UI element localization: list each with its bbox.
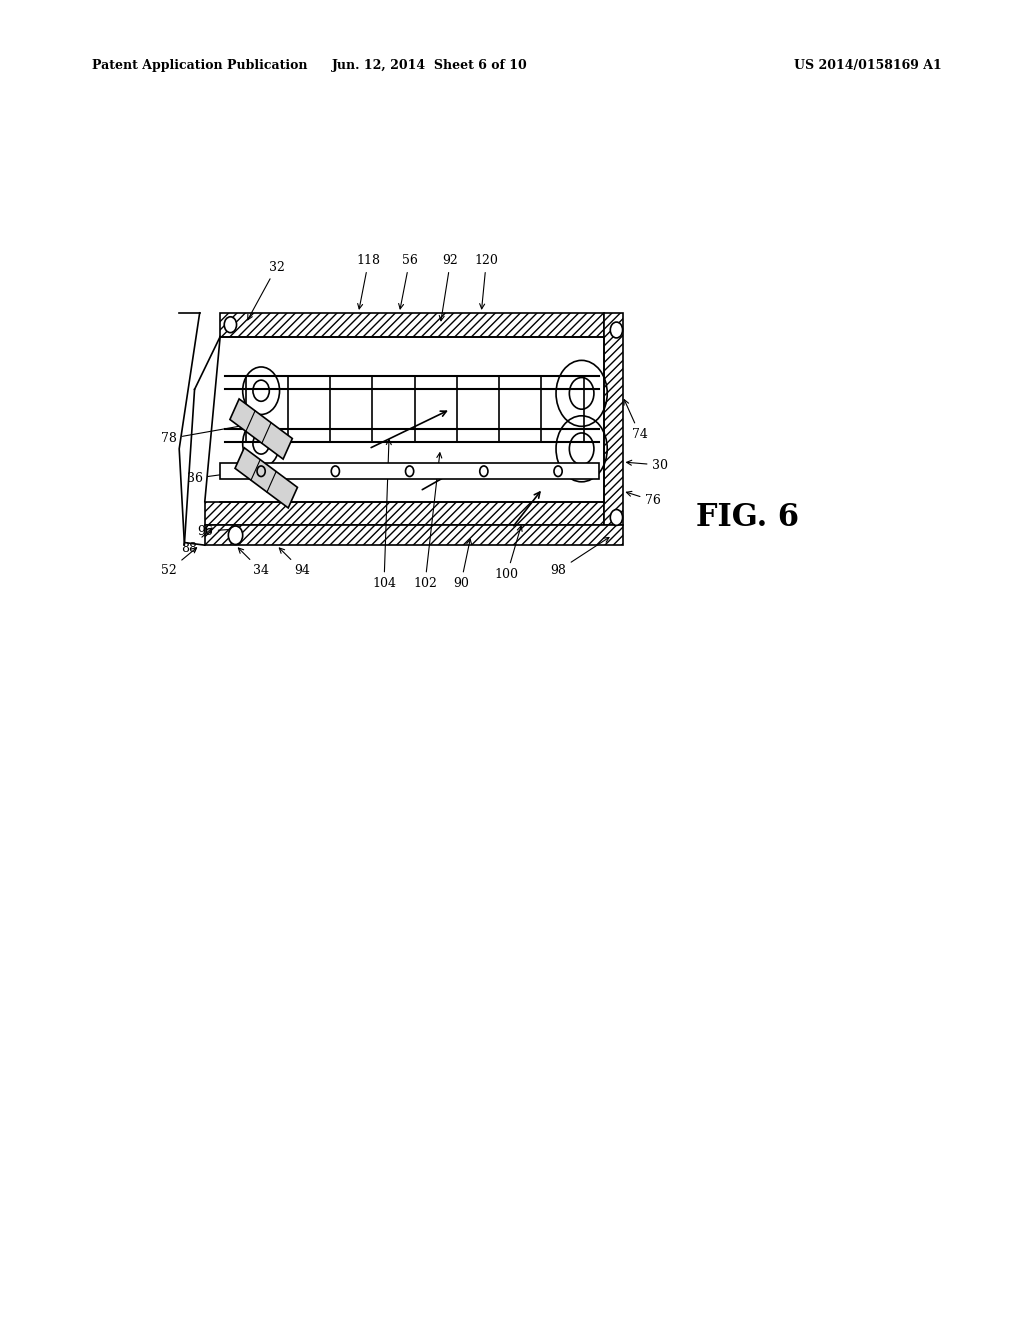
- Polygon shape: [604, 313, 623, 525]
- Polygon shape: [205, 525, 623, 545]
- Circle shape: [610, 510, 623, 525]
- Polygon shape: [205, 502, 604, 525]
- Text: 90: 90: [453, 539, 472, 590]
- Polygon shape: [236, 447, 297, 508]
- Text: FIG. 6: FIG. 6: [696, 502, 800, 532]
- Text: 36: 36: [186, 467, 262, 484]
- Polygon shape: [230, 399, 292, 459]
- Circle shape: [224, 317, 237, 333]
- Text: Jun. 12, 2014  Sheet 6 of 10: Jun. 12, 2014 Sheet 6 of 10: [332, 59, 528, 73]
- Text: 30: 30: [627, 458, 669, 471]
- Text: 102: 102: [413, 453, 441, 590]
- Text: 120: 120: [474, 253, 499, 309]
- Text: 92: 92: [439, 253, 459, 321]
- Text: 76: 76: [627, 491, 662, 507]
- Text: 88: 88: [181, 528, 212, 554]
- Circle shape: [610, 322, 623, 338]
- Text: 56: 56: [398, 253, 418, 309]
- Text: 32: 32: [248, 260, 285, 319]
- Text: Patent Application Publication: Patent Application Publication: [92, 59, 307, 73]
- Text: 52: 52: [161, 548, 197, 577]
- Polygon shape: [220, 313, 604, 337]
- Text: 100: 100: [495, 525, 522, 581]
- Text: 98: 98: [550, 537, 609, 577]
- Text: 104: 104: [372, 440, 396, 590]
- Circle shape: [228, 525, 243, 544]
- Text: 74: 74: [624, 400, 648, 441]
- Text: 118: 118: [356, 253, 381, 309]
- Text: 34: 34: [239, 548, 269, 577]
- Text: 96: 96: [197, 524, 239, 537]
- Text: 94: 94: [280, 548, 310, 577]
- Text: US 2014/0158169 A1: US 2014/0158169 A1: [795, 59, 942, 73]
- Text: 78: 78: [161, 421, 257, 445]
- Bar: [220, 463, 599, 479]
